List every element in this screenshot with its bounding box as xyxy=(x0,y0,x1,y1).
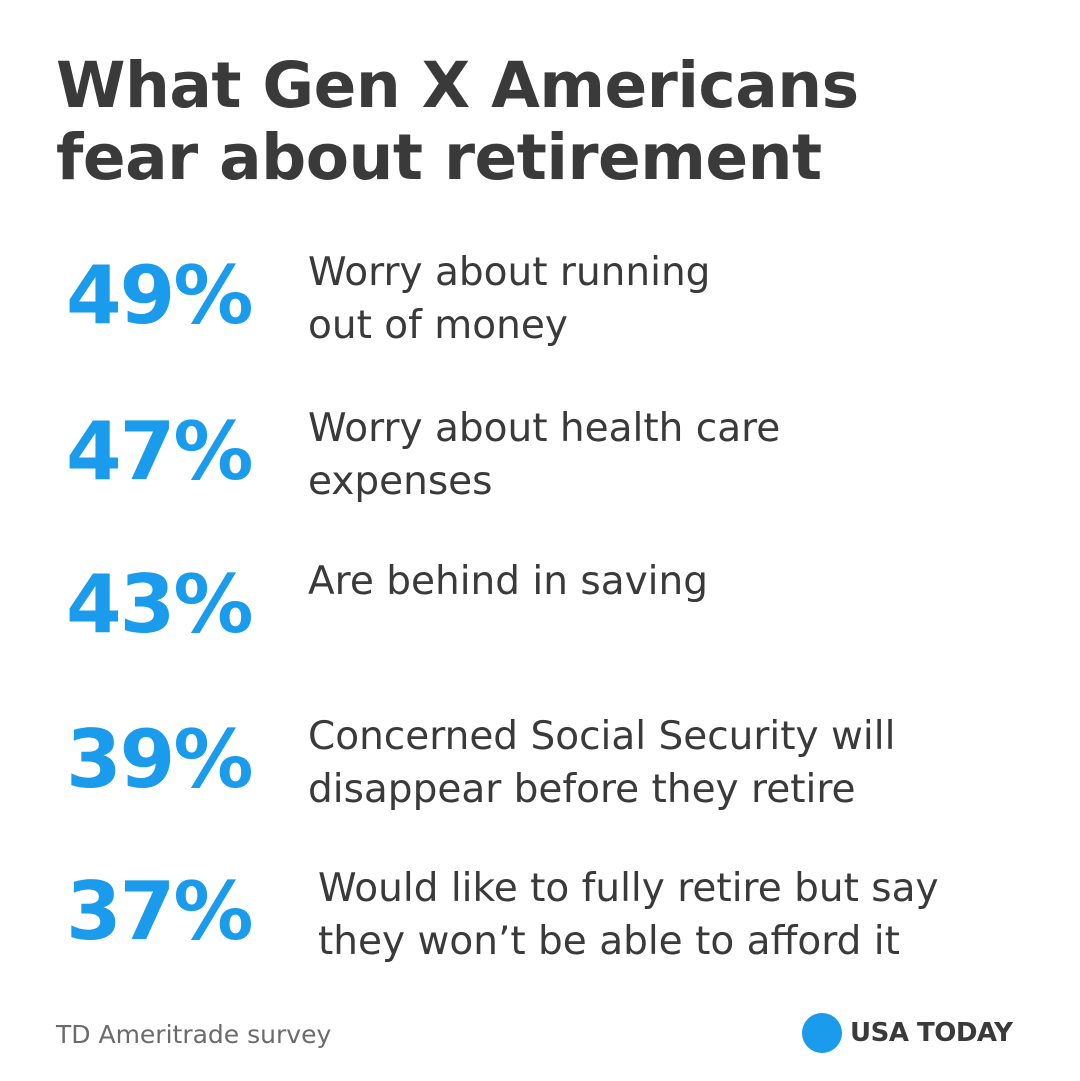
usa-today-logo: USA TODAY xyxy=(802,1012,1042,1054)
stat-label-line: Would like to fully retire but say xyxy=(318,866,939,911)
stat-value: 37% xyxy=(66,865,253,958)
stat-row: 47% Worry about health care expenses xyxy=(0,402,1080,532)
stat-label-line: disappear before they retire xyxy=(308,767,856,812)
stat-value: 47% xyxy=(66,405,253,498)
stat-label: Would like to fully retire but say they … xyxy=(318,862,1038,968)
blue-circle-logo-icon xyxy=(802,1013,842,1053)
stat-value: 39% xyxy=(66,713,253,806)
chart-title-line-1: What Gen X Americans xyxy=(56,49,859,122)
stat-label-line: they won’t be able to afford it xyxy=(318,919,900,964)
stat-label-line: expenses xyxy=(308,459,493,504)
stat-label: Are behind in saving xyxy=(308,555,1028,608)
stat-value: 43% xyxy=(66,558,253,651)
chart-title: What Gen X Americans fear about retireme… xyxy=(56,50,1036,194)
stat-label: Worry about health care expenses xyxy=(308,402,1028,508)
stat-row: 49% Worry about running out of money xyxy=(0,246,1080,376)
source-note: TD Ameritrade survey xyxy=(56,1020,332,1049)
stat-row: 43% Are behind in saving xyxy=(0,555,1080,685)
stat-label-line: Are behind in saving xyxy=(308,559,708,604)
stat-label-line: Worry about health care xyxy=(308,406,781,451)
stat-row: 39% Concerned Social Security will disap… xyxy=(0,710,1080,840)
stat-row: 37% Would like to fully retire but say t… xyxy=(0,862,1080,992)
stat-label: Worry about running out of money xyxy=(308,246,1028,352)
chart-title-line-2: fear about retirement xyxy=(56,121,822,194)
stat-label-line: out of money xyxy=(308,303,568,348)
stat-value: 49% xyxy=(66,249,253,342)
stat-label: Concerned Social Security will disappear… xyxy=(308,710,1028,816)
stat-label-line: Worry about running xyxy=(308,250,711,295)
logo-text: USA TODAY xyxy=(850,1018,1013,1048)
stat-label-line: Concerned Social Security will xyxy=(308,714,896,759)
